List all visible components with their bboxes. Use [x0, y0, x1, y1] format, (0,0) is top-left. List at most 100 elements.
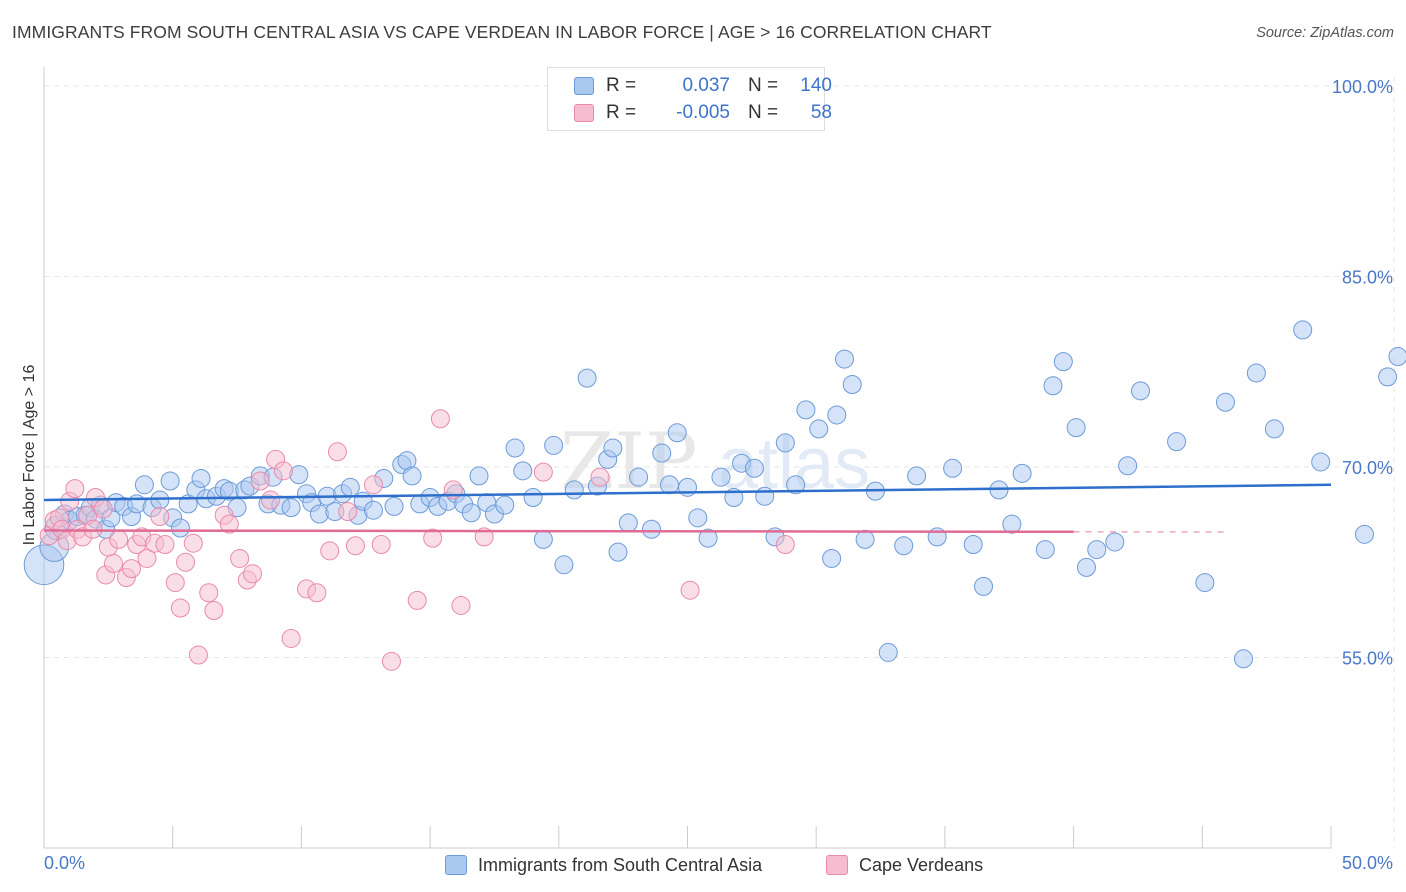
data-point-south-central-asia	[363, 500, 383, 520]
data-point-south-central-asia	[796, 400, 816, 420]
legend-swatch-blue	[445, 855, 467, 875]
data-point-cape-verdeans	[188, 645, 208, 665]
data-point-south-central-asia	[667, 423, 687, 443]
data-point-south-central-asia	[513, 461, 533, 481]
data-point-cape-verdeans	[281, 628, 301, 648]
source-link[interactable]: ZipAtlas.com	[1310, 25, 1394, 41]
data-point-south-central-asia	[1354, 524, 1374, 544]
data-point-cape-verdeans	[371, 534, 391, 554]
x-tick-labels: 0.0% 50.0%	[44, 853, 1393, 873]
stats-legend-row-blue: R = 0.037 N = 140	[548, 73, 832, 99]
data-point-cape-verdeans	[474, 527, 494, 547]
data-point-south-central-asia	[281, 498, 301, 518]
legend-swatch-pink	[826, 855, 848, 875]
data-point-cape-verdeans	[250, 471, 270, 491]
data-point-south-central-asia	[1215, 392, 1235, 412]
data-point-south-central-asia	[641, 519, 661, 539]
data-point-south-central-asia	[1195, 573, 1215, 593]
legend-label-south-central-asia: Immigrants from South Central Asia	[478, 854, 763, 875]
data-point-cape-verdeans	[219, 514, 239, 534]
data-point-south-central-asia	[827, 405, 847, 425]
legend-item-south-central-asia[interactable]: Immigrants from South Central Asia	[445, 851, 762, 879]
legend-n-value: 140	[800, 75, 832, 96]
data-point-south-central-asia	[1035, 540, 1055, 560]
y-tick-labels: 55.0% 70.0% 85.0% 100.0%	[1332, 77, 1393, 668]
data-point-south-central-asia	[943, 458, 963, 478]
data-point-cape-verdeans	[83, 519, 103, 539]
data-point-south-central-asia	[1131, 381, 1151, 401]
data-point-south-central-asia	[618, 513, 638, 533]
data-point-cape-verdeans	[176, 552, 196, 572]
data-point-south-central-asia	[564, 480, 584, 500]
series-south-central-asia	[23, 320, 1406, 669]
data-point-cape-verdeans	[199, 583, 219, 603]
data-point-cape-verdeans	[430, 409, 450, 429]
data-point-south-central-asia	[1293, 320, 1313, 340]
data-point-south-central-asia	[134, 475, 154, 495]
data-point-cape-verdeans	[137, 548, 157, 568]
data-point-cape-verdeans	[320, 541, 340, 561]
y-tick-label: 85.0%	[1342, 268, 1393, 288]
stats-legend-row-pink: R = -0.005 N = 58	[548, 100, 832, 126]
data-point-south-central-asia	[809, 419, 829, 439]
data-point-cape-verdeans	[423, 528, 443, 548]
data-point-cape-verdeans	[407, 590, 427, 610]
legend-r-value: 0.037	[682, 75, 730, 96]
data-point-south-central-asia	[340, 477, 360, 497]
y-tick-label: 100.0%	[1332, 77, 1393, 97]
data-point-south-central-asia	[402, 466, 422, 486]
x-tick-label: 0.0%	[44, 853, 85, 873]
stats-legend: R = 0.037 N = 140 R = -0.005 N = 58	[547, 67, 832, 131]
data-point-south-central-asia	[1087, 540, 1107, 560]
data-point-south-central-asia	[603, 438, 623, 458]
data-point-south-central-asia	[1246, 363, 1266, 383]
y-axis-label: In Labor Force | Age > 16	[21, 365, 38, 546]
data-point-south-central-asia	[974, 576, 994, 596]
data-point-cape-verdeans	[381, 651, 401, 671]
data-point-south-central-asia	[1378, 367, 1398, 387]
legend-n-label: N =	[748, 102, 779, 123]
legend-n-label: N =	[748, 75, 779, 96]
data-point-south-central-asia	[608, 542, 628, 562]
data-point-cape-verdeans	[155, 534, 175, 554]
data-point-south-central-asia	[1233, 649, 1253, 669]
data-point-south-central-asia	[755, 486, 775, 506]
data-point-south-central-asia	[878, 642, 898, 662]
legend-r-label: R =	[606, 102, 637, 123]
data-point-cape-verdeans	[273, 461, 293, 481]
data-point-south-central-asia	[842, 374, 862, 394]
data-point-south-central-asia	[698, 528, 718, 548]
data-point-south-central-asia	[533, 529, 553, 549]
data-point-south-central-asia	[1118, 456, 1138, 476]
legend-item-cape-verdeans[interactable]: Cape Verdeans	[826, 851, 983, 879]
source-credit: Source: ZipAtlas.com	[1256, 25, 1394, 41]
data-point-cape-verdeans	[338, 501, 358, 521]
data-point-south-central-asia	[554, 555, 574, 575]
data-point-south-central-asia	[835, 349, 855, 369]
data-point-south-central-asia	[688, 508, 708, 528]
data-point-south-central-asia	[775, 433, 795, 453]
data-point-south-central-asia	[1043, 376, 1063, 396]
x-tick-label: 50.0%	[1342, 853, 1393, 873]
data-point-cape-verdeans	[65, 479, 85, 499]
data-point-cape-verdeans	[109, 529, 129, 549]
data-point-south-central-asia	[384, 496, 404, 516]
data-point-cape-verdeans	[183, 533, 203, 553]
data-point-south-central-asia	[577, 368, 597, 388]
legend-r-value: -0.005	[676, 102, 730, 123]
y-tick-label: 55.0%	[1342, 649, 1393, 669]
data-point-south-central-asia	[495, 495, 515, 515]
data-point-cape-verdeans	[93, 499, 113, 519]
data-point-cape-verdeans	[533, 462, 553, 482]
data-point-cape-verdeans	[451, 595, 471, 615]
data-point-cape-verdeans	[261, 490, 281, 510]
data-point-cape-verdeans	[680, 580, 700, 600]
series-cape-verdeans	[39, 409, 795, 671]
data-point-south-central-asia	[523, 488, 543, 508]
data-point-south-central-asia	[894, 536, 914, 556]
data-point-cape-verdeans	[170, 598, 190, 618]
data-point-south-central-asia	[786, 475, 806, 495]
trend-lines	[43, 483, 1332, 534]
legend-n-value: 58	[810, 102, 832, 123]
data-point-south-central-asia	[191, 468, 211, 488]
